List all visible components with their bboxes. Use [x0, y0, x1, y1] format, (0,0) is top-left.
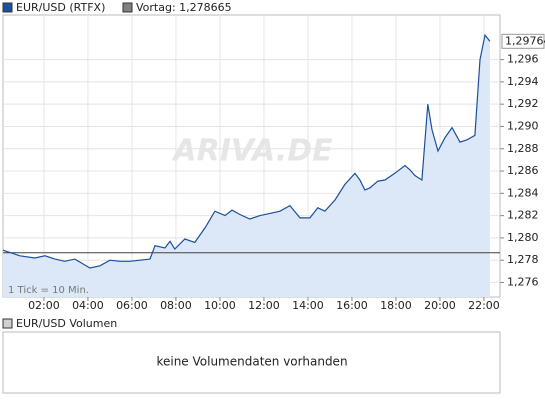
x-tick-label: 12:00 — [248, 299, 280, 312]
legend-swatch — [2, 2, 13, 13]
legend-swatch — [122, 2, 133, 13]
y-tick-label: 1,280 — [507, 231, 539, 244]
x-tick-label: 22:00 — [468, 299, 500, 312]
last-value-label: 1,29764 — [505, 34, 545, 47]
x-tick-label: 18:00 — [380, 299, 412, 312]
y-tick-label: 1,278 — [507, 253, 539, 266]
x-tick-label: 10:00 — [204, 299, 236, 312]
y-tick-label: 1,286 — [507, 164, 539, 177]
x-tick-label: 16:00 — [336, 299, 368, 312]
y-tick-label: 1,288 — [507, 142, 539, 155]
y-tick-label: 1,296 — [507, 53, 539, 66]
legend-label: EUR/USD Volumen — [16, 317, 117, 330]
price-line — [2, 33, 491, 269]
x-tick-label: 02:00 — [28, 299, 60, 312]
volume-message: keine Volumendaten vorhanden — [156, 355, 347, 369]
y-tick-label: 1,294 — [507, 75, 539, 88]
y-tick-label: 1,282 — [507, 209, 539, 222]
x-tick-label: 06:00 — [116, 299, 148, 312]
legend-label: Vortag: 1,278665 — [136, 1, 232, 14]
x-tick-label: 04:00 — [72, 299, 104, 312]
x-tick-label: 20:00 — [424, 299, 456, 312]
tick-note: 1 Tick = 10 Min. — [8, 285, 89, 296]
x-tick-label: 08:00 — [160, 299, 192, 312]
last-value-box — [501, 33, 545, 49]
legend-swatch — [2, 318, 13, 329]
y-tick-label: 1,284 — [507, 186, 539, 199]
legend-label: EUR/USD (RTFX) — [16, 1, 105, 14]
watermark: ARIVA.DE — [171, 134, 333, 169]
y-tick-label: 1,276 — [507, 276, 539, 289]
x-tick-label: 14:00 — [292, 299, 324, 312]
y-tick-label: 1,292 — [507, 97, 539, 110]
y-tick-label: 1,290 — [507, 119, 539, 132]
area — [3, 35, 490, 297]
volume-frame — [2, 331, 501, 394]
